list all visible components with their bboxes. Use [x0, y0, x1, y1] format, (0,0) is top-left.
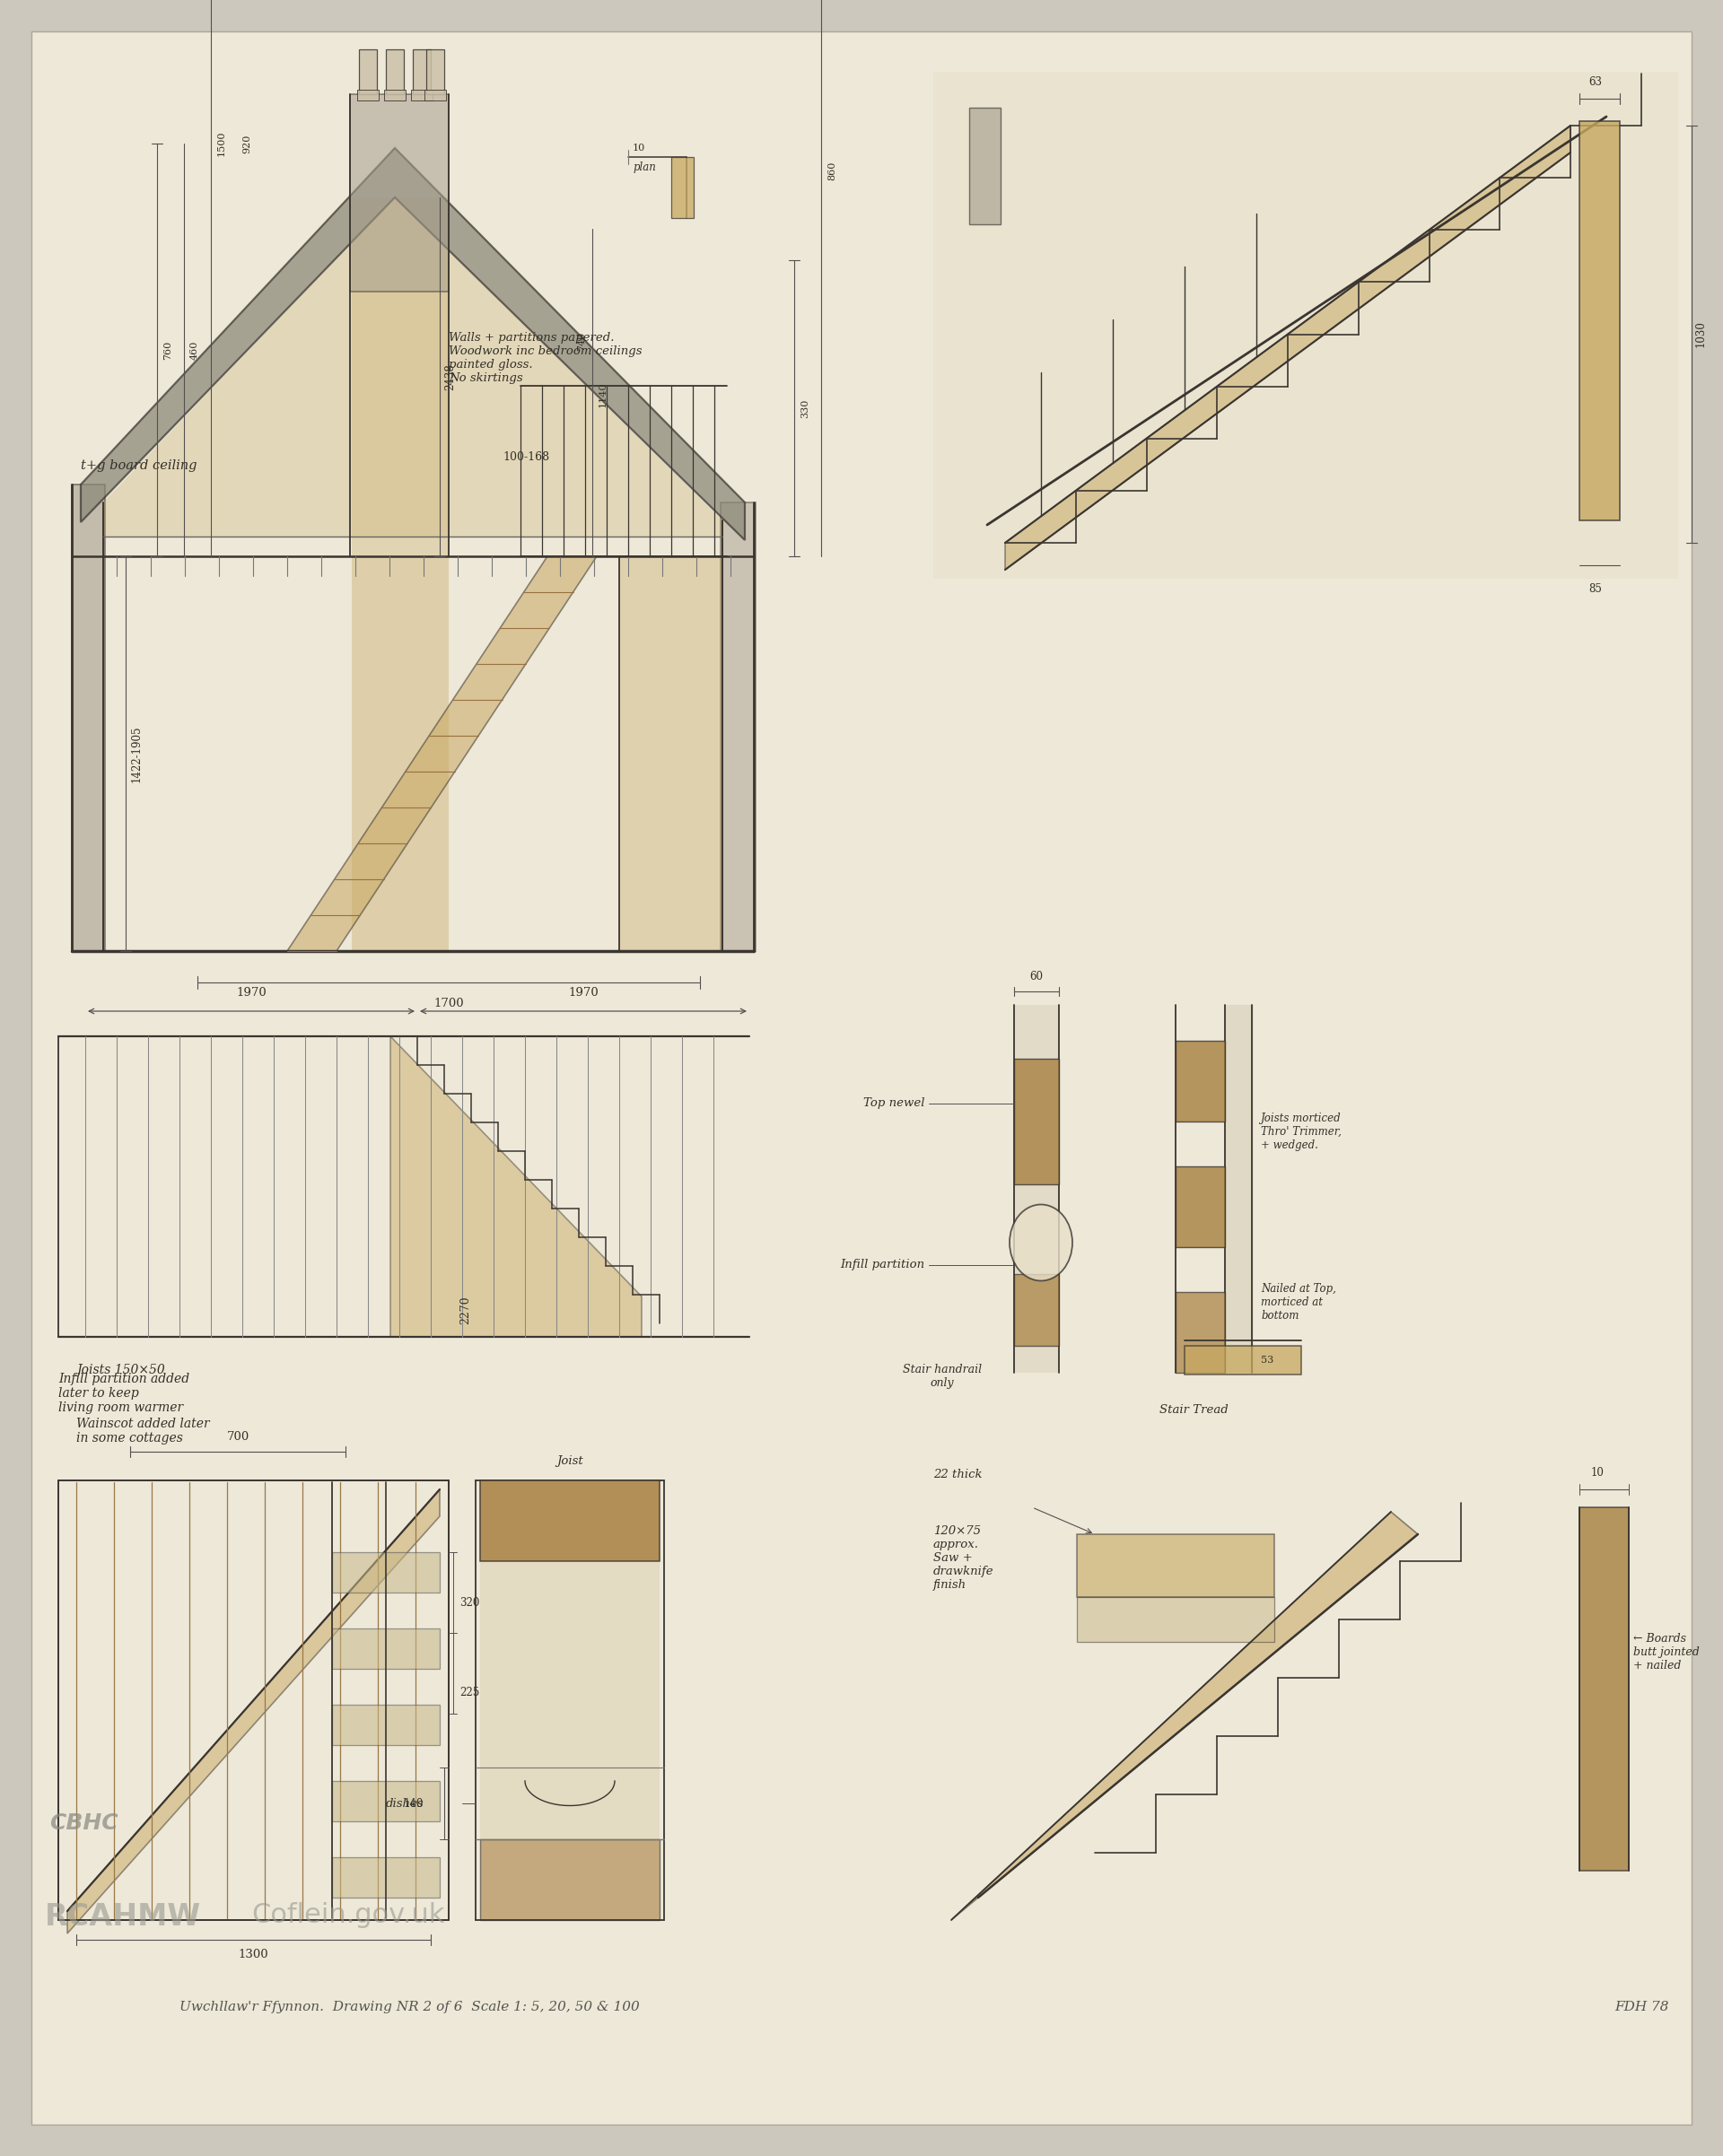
Text: 460: 460 [190, 341, 200, 360]
Polygon shape [1005, 125, 1570, 569]
Text: 1970: 1970 [236, 987, 267, 998]
Polygon shape [81, 149, 744, 541]
Bar [333, 1552, 439, 1593]
Text: Nailed at Top,
morticed at
bottom: Nailed at Top, morticed at bottom [1261, 1283, 1335, 1322]
Bar [384, 91, 405, 101]
Bar [1580, 121, 1620, 520]
Text: 63: 63 [1589, 75, 1602, 88]
Text: 2438: 2438 [445, 364, 457, 390]
Text: 120×75
approx.
Saw +
drawknife
finish: 120×75 approx. Saw + drawknife finish [934, 1524, 994, 1591]
Polygon shape [103, 198, 722, 537]
Bar [672, 157, 694, 218]
Text: 320: 320 [460, 1598, 479, 1608]
Text: 1700: 1700 [434, 998, 463, 1009]
Bar [1225, 1005, 1254, 1373]
Text: Infill partition: Infill partition [839, 1259, 924, 1270]
Bar [1077, 1535, 1275, 1598]
Text: 740: 740 [577, 332, 586, 351]
Bar [1185, 1345, 1301, 1376]
Bar [72, 485, 105, 951]
Text: Joists morticed
Thro' Trimmer,
+ wedged.: Joists morticed Thro' Trimmer, + wedged. [1261, 1112, 1342, 1151]
Text: t+g board ceiling: t+g board ceiling [81, 459, 196, 472]
Text: 22 thick: 22 thick [934, 1468, 982, 1481]
Text: Top newel: Top newel [863, 1097, 924, 1110]
Bar [414, 50, 431, 95]
Bar [358, 50, 377, 95]
Text: 920: 920 [243, 134, 252, 153]
Text: Stair Tread: Stair Tread [1160, 1404, 1228, 1416]
Ellipse shape [1010, 1205, 1072, 1281]
Text: plan: plan [632, 162, 656, 172]
Bar [1175, 1291, 1225, 1373]
Bar [968, 108, 1001, 224]
Bar [333, 1628, 439, 1669]
Text: 1300: 1300 [238, 1949, 269, 1960]
Text: Joists 150×50: Joists 150×50 [76, 1365, 165, 1376]
Text: dishes: dishes [386, 1798, 424, 1809]
Text: 700: 700 [226, 1432, 250, 1442]
Bar [386, 50, 403, 95]
Bar [1015, 1274, 1060, 1345]
Bar [333, 1856, 439, 1897]
Text: 85: 85 [1589, 582, 1602, 595]
Bar [412, 91, 432, 101]
Bar [1175, 1166, 1225, 1246]
Text: 53: 53 [1261, 1356, 1273, 1365]
Text: 1030: 1030 [1695, 321, 1706, 347]
Text: 225: 225 [460, 1686, 479, 1699]
Text: 140: 140 [403, 1798, 424, 1809]
Bar [720, 502, 756, 951]
Text: 760: 760 [164, 341, 172, 360]
Bar [426, 50, 445, 95]
Bar [1077, 1598, 1275, 1643]
Bar [934, 71, 1678, 578]
Polygon shape [67, 1490, 439, 1934]
Text: ← Boards
butt jointed
+ nailed: ← Boards butt jointed + nailed [1633, 1632, 1699, 1671]
Bar [424, 91, 446, 101]
Text: 2270: 2270 [460, 1296, 470, 1324]
Text: FDH 78: FDH 78 [1614, 2001, 1670, 2014]
Text: Uwchllaw'r Ffynnon.  Drawing NR 2 of 6  Scale 1: 5, 20, 50 & 100: Uwchllaw'r Ffynnon. Drawing NR 2 of 6 Sc… [179, 2001, 639, 2014]
Bar [1580, 1507, 1628, 1871]
Text: 860: 860 [827, 162, 836, 181]
Bar [333, 1705, 439, 1744]
Bar [333, 1781, 439, 1822]
Polygon shape [391, 1037, 641, 1337]
Text: 1422-1905: 1422-1905 [131, 724, 143, 783]
Bar [481, 1839, 660, 1921]
Text: 10: 10 [1590, 1466, 1604, 1479]
Text: Walls + partitions papered.
Woodwork inc bedroom ceilings
painted gloss.
No skir: Walls + partitions papered. Woodwork inc… [448, 332, 643, 384]
Text: CBHC: CBHC [50, 1813, 119, 1835]
Polygon shape [288, 556, 596, 951]
Text: Infill partition added
later to keep
living room warmer: Infill partition added later to keep liv… [59, 1373, 190, 1414]
Text: Joist: Joist [557, 1455, 582, 1466]
Text: Wainscot added later
in some cottages: Wainscot added later in some cottages [76, 1419, 210, 1445]
Text: 1970: 1970 [569, 987, 598, 998]
Bar [481, 1481, 660, 1561]
Text: 100-168: 100-168 [503, 451, 550, 464]
Text: Stair handrail
only: Stair handrail only [903, 1365, 982, 1388]
Text: 1140: 1140 [598, 382, 608, 407]
Text: 1500: 1500 [217, 132, 226, 157]
Bar [1015, 1005, 1060, 1373]
Text: 60: 60 [1030, 970, 1042, 983]
Polygon shape [951, 1511, 1418, 1921]
Bar [481, 1561, 660, 1839]
Text: 330: 330 [801, 399, 810, 418]
Bar [1175, 1041, 1225, 1121]
Bar [357, 91, 379, 101]
Bar [1015, 1059, 1060, 1184]
Bar [350, 95, 448, 291]
Text: Coflein.gov.uk: Coflein.gov.uk [252, 1902, 445, 1927]
Text: RCAHMW: RCAHMW [45, 1902, 202, 1932]
Bar [351, 198, 448, 556]
Text: 10: 10 [632, 144, 646, 153]
Bar [351, 556, 448, 951]
Bar [619, 556, 722, 951]
